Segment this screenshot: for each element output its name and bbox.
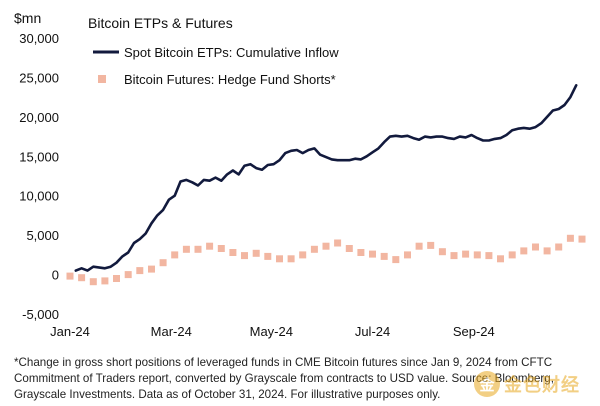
shorts-point: [89, 278, 97, 286]
shorts-point: [485, 252, 493, 260]
shorts-point: [206, 242, 214, 250]
shorts-point: [438, 248, 446, 256]
y-axis-label: $mn: [14, 10, 41, 26]
shorts-point: [566, 234, 574, 242]
legend-marker-swatch: [98, 75, 106, 83]
y-tick-label: -5,000: [22, 307, 59, 322]
shorts-point: [276, 255, 283, 263]
shorts-point: [473, 251, 481, 259]
legend-label-shorts: Bitcoin Futures: Hedge Fund Shorts*: [124, 72, 336, 87]
shorts-point: [578, 235, 586, 243]
shorts-point: [462, 250, 470, 258]
x-tick-label: May-24: [250, 324, 293, 339]
watermark-text: 金色财经: [504, 375, 580, 395]
shorts-point: [101, 277, 109, 285]
shorts-point: [450, 252, 458, 260]
shorts-point: [124, 271, 132, 279]
legend: Spot Bitcoin ETPs: Cumulative Inflow Bitc…: [93, 45, 339, 87]
shorts-point: [555, 243, 563, 251]
legend-label-inflow: Spot Bitcoin ETPs: Cumulative Inflow: [124, 45, 339, 60]
shorts-point: [345, 245, 353, 252]
shorts-point: [217, 245, 225, 252]
shorts-point: [322, 242, 330, 250]
x-tick-label: Sep-24: [453, 324, 495, 339]
watermark-logo-icon: 金: [474, 371, 500, 397]
shorts-point: [369, 250, 376, 258]
shorts-point: [264, 252, 272, 260]
inflow-line: [74, 84, 578, 272]
shorts-point: [78, 274, 86, 282]
y-tick-label: 5,000: [26, 228, 59, 243]
shorts-point: [415, 242, 423, 250]
x-tick-label: Jan-24: [50, 324, 90, 339]
shorts-point: [508, 251, 516, 259]
shorts-point: [241, 252, 248, 260]
y-tick-label: 30,000: [19, 31, 59, 46]
shorts-point: [334, 239, 342, 247]
y-tick-label: 15,000: [19, 149, 59, 164]
shorts-point: [229, 249, 237, 256]
y-tick-label: 0: [52, 268, 59, 283]
shorts-point: [392, 256, 400, 264]
shorts-point: [380, 252, 388, 260]
shorts-point: [136, 267, 144, 275]
y-tick-label: 25,000: [19, 70, 59, 85]
shorts-point: [520, 247, 528, 255]
chart-title: Bitcoin ETPs & Futures: [88, 15, 233, 31]
shorts-point: [148, 265, 155, 273]
y-tick-labels: 30,000 25,000 20,000 15,000 10,000 5,000 0 -5,0…: [19, 31, 59, 322]
etp-inflow-series: [74, 84, 578, 272]
x-tick-label: Jul-24: [355, 324, 390, 339]
shorts-point: [543, 247, 551, 255]
watermark: 金 金色财经: [474, 366, 598, 402]
shorts-point: [171, 251, 179, 259]
shorts-point: [252, 249, 260, 257]
y-tick-label: 20,000: [19, 110, 59, 125]
shorts-point: [66, 272, 74, 280]
shorts-point: [159, 259, 167, 267]
shorts-point: [310, 245, 318, 253]
shorts-point: [497, 255, 504, 263]
shorts-point: [287, 255, 295, 263]
x-tick-labels: Jan-24 Mar-24 May-24 Jul-24 Sep-24: [50, 324, 495, 339]
footnote: *Change in gross short positions of leve…: [14, 356, 554, 401]
shorts-point: [182, 245, 190, 253]
shorts-point: [404, 251, 411, 259]
hedge-fund-shorts-series: [66, 234, 586, 286]
shorts-point: [427, 241, 435, 249]
shorts-point: [532, 243, 539, 251]
x-tick-label: Mar-24: [151, 324, 192, 339]
chart-area: Bitcoin ETPs & Futures $mn 30,000 25,000 2…: [14, 10, 586, 339]
shorts-point: [113, 275, 120, 282]
shorts-point: [299, 251, 307, 259]
shorts-point: [194, 245, 202, 253]
shorts-point: [357, 249, 365, 256]
y-tick-label: 10,000: [19, 189, 59, 204]
